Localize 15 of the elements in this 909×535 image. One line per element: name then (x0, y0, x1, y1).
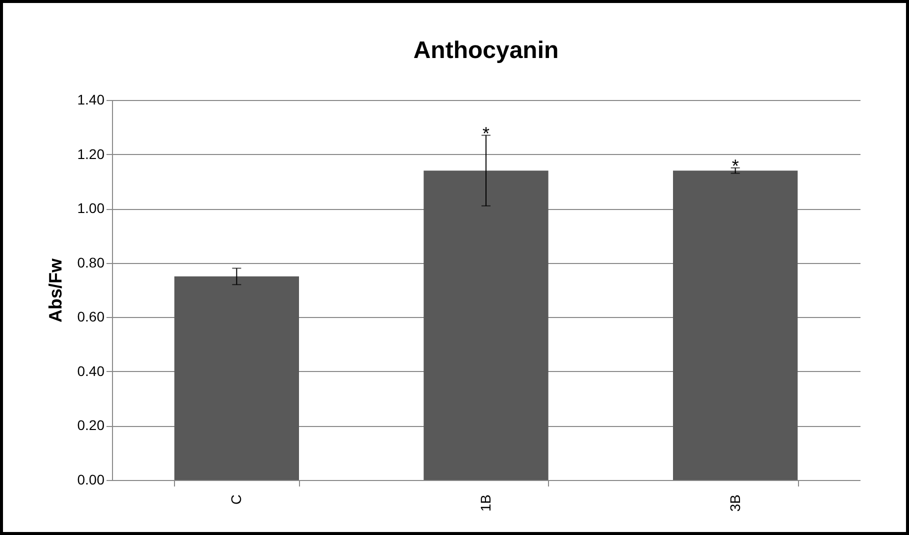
y-axis-title: Abs/Fw (45, 258, 66, 323)
x-tick-label: C (228, 494, 244, 505)
y-tick-label: 1.20 (77, 146, 105, 162)
y-tick-label: 1.40 (77, 92, 105, 108)
x-tick-label: 1B (478, 494, 494, 512)
chart-title: Anthocyanin (413, 37, 559, 64)
y-tick-label: 0.20 (77, 417, 105, 434)
x-tick-label: 3B (726, 494, 743, 512)
y-tick-label: 0.40 (77, 362, 105, 379)
annotation: * (732, 156, 739, 176)
y-tick-label: 1.00 (77, 200, 105, 216)
annotation: * (482, 123, 490, 144)
y-tick-label: 0.00 (77, 472, 105, 488)
y-tick-label: 0.80 (77, 254, 105, 270)
y-tick-label: 0.60 (77, 308, 105, 325)
